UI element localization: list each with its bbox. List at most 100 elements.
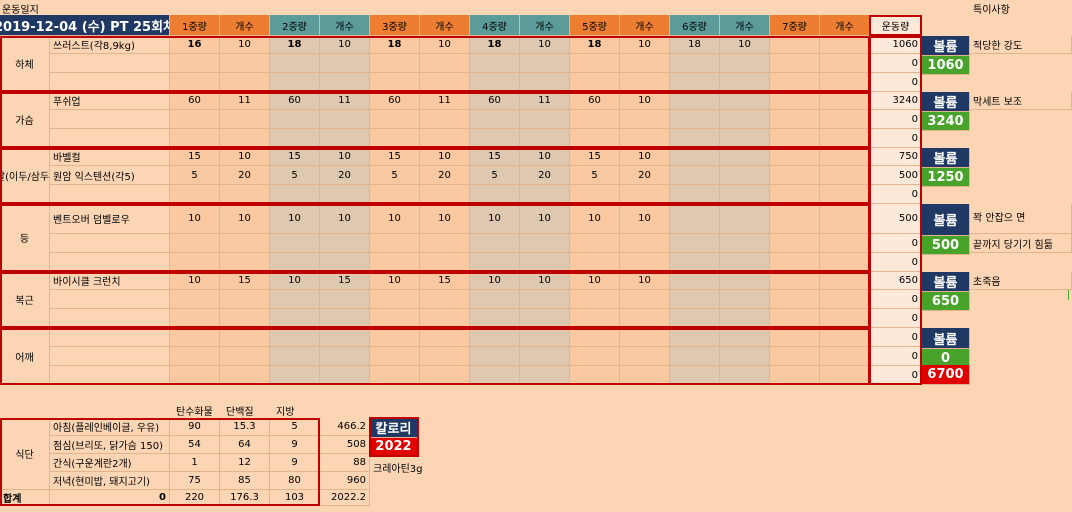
meal-kcal[interactable]: 508 [320,436,370,454]
set-cell[interactable] [820,234,870,253]
set-cell[interactable] [370,309,420,328]
group-label[interactable]: 팔(이두/삼두) [0,148,50,204]
set-cell[interactable] [770,148,820,166]
set-cell[interactable]: 10 [420,204,470,234]
set-cell[interactable] [270,366,320,385]
note-cell[interactable]: 초죽음 [970,272,1072,290]
set-cell[interactable] [620,290,670,309]
set-cell[interactable] [620,73,670,92]
set-cell[interactable] [170,185,220,204]
set-cell[interactable] [270,328,320,347]
set-cell[interactable] [370,129,420,148]
set-cell[interactable] [320,234,370,253]
set-cell[interactable] [320,328,370,347]
row-volume[interactable]: 0 [870,54,922,73]
set-cell[interactable] [570,309,620,328]
exercise-name[interactable] [50,185,170,204]
set-cell[interactable] [570,129,620,148]
meal-protein[interactable]: 12 [220,454,270,472]
set-cell[interactable] [370,290,420,309]
set-cell[interactable] [720,92,770,110]
set-cell[interactable] [720,234,770,253]
row-volume[interactable]: 0 [870,366,922,385]
set-cell[interactable] [520,110,570,129]
group-label[interactable]: 하체 [0,36,50,92]
set-cell[interactable] [220,253,270,272]
set-cell[interactable] [670,54,720,73]
set-cell[interactable] [720,54,770,73]
set-cell[interactable] [520,185,570,204]
set-cell[interactable]: 15 [220,272,270,290]
set-cell[interactable]: 10 [470,204,520,234]
set-cell[interactable] [270,129,320,148]
set-cell[interactable] [370,328,420,347]
set-cell[interactable] [720,148,770,166]
set-cell[interactable] [670,366,720,385]
set-cell[interactable]: 10 [570,204,620,234]
set-cell[interactable]: 5 [170,166,220,185]
group-total-box[interactable]: 3240 [922,112,970,131]
set-cell[interactable]: 10 [270,272,320,290]
meal-name[interactable]: 아침(플레인베이글, 우유) [50,418,170,436]
set-cell[interactable] [720,185,770,204]
set-header[interactable]: 6중량 [670,15,720,36]
set-cell[interactable] [820,272,870,290]
set-cell[interactable]: 10 [320,148,370,166]
volume-label-box[interactable]: 볼륨 [922,328,970,349]
set-cell[interactable]: 60 [170,92,220,110]
exercise-name[interactable] [50,110,170,129]
set-cell[interactable]: 18 [670,36,720,54]
set-cell[interactable] [770,129,820,148]
set-header[interactable]: 3중량 [370,15,420,36]
set-cell[interactable] [170,129,220,148]
set-cell[interactable]: 60 [270,92,320,110]
grand-total-box[interactable]: 6700 [922,365,970,385]
set-cell[interactable] [470,234,520,253]
set-cell[interactable]: 60 [370,92,420,110]
set-cell[interactable] [720,253,770,272]
set-cell[interactable]: 10 [220,36,270,54]
set-cell[interactable] [170,309,220,328]
set-cell[interactable] [320,290,370,309]
set-cell[interactable]: 18 [370,36,420,54]
set-cell[interactable]: 10 [570,272,620,290]
set-cell[interactable] [720,204,770,234]
diet-total-label[interactable]: 합계 [0,490,50,506]
set-cell[interactable] [720,290,770,309]
set-header[interactable]: 개수 [420,15,470,36]
set-cell[interactable]: 15 [420,272,470,290]
group-total-box[interactable]: 1250 [922,168,970,187]
set-cell[interactable]: 15 [270,148,320,166]
set-cell[interactable]: 16 [170,36,220,54]
set-cell[interactable] [670,347,720,366]
set-cell[interactable] [320,309,370,328]
set-cell[interactable] [520,366,570,385]
set-cell[interactable]: 5 [370,166,420,185]
volume-label-box[interactable]: 볼륨 [922,148,970,168]
set-cell[interactable]: 15 [320,272,370,290]
set-cell[interactable] [670,148,720,166]
set-cell[interactable]: 20 [520,166,570,185]
set-cell[interactable] [270,54,320,73]
set-cell[interactable] [720,272,770,290]
set-cell[interactable] [820,73,870,92]
set-cell[interactable] [820,366,870,385]
group-total-box[interactable]: 650 [922,292,970,311]
set-cell[interactable] [770,347,820,366]
set-cell[interactable] [770,36,820,54]
exercise-name[interactable] [50,290,170,309]
set-cell[interactable] [820,54,870,73]
set-cell[interactable] [570,366,620,385]
total-protein[interactable]: 176.3 [220,490,270,506]
set-cell[interactable]: 10 [220,204,270,234]
set-cell[interactable] [820,148,870,166]
set-cell[interactable] [620,366,670,385]
set-header[interactable]: 4중량 [470,15,520,36]
set-cell[interactable] [570,328,620,347]
diet-total-zero[interactable]: 0 [50,490,170,506]
set-cell[interactable] [470,73,520,92]
meal-carb[interactable]: 75 [170,472,220,490]
set-cell[interactable]: 18 [270,36,320,54]
set-cell[interactable] [270,73,320,92]
